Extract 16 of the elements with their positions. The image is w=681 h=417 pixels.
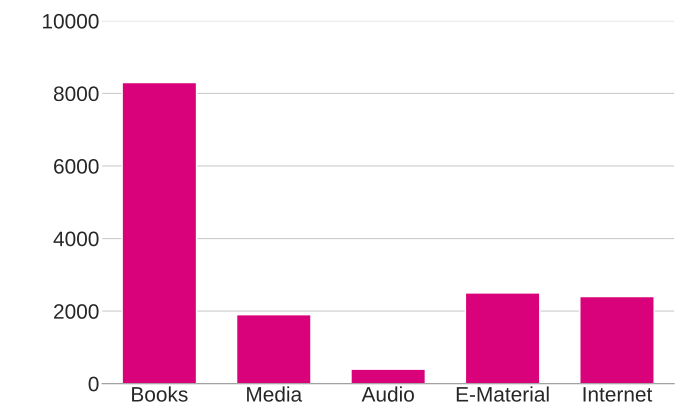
x-tick-label: Internet	[584, 387, 652, 402]
bar	[579, 296, 655, 384]
y-tick-label: 2000	[54, 304, 99, 319]
x-tick-label: E-Material	[456, 386, 549, 402]
bar	[350, 368, 426, 384]
y-tick-label: 4000	[54, 232, 99, 246]
bar	[121, 82, 198, 384]
y-tick-label: 0	[88, 376, 99, 392]
x-tick-label: Media	[247, 386, 302, 402]
y-tick-label: 8000	[54, 86, 99, 102]
x-tick-label: Audio	[362, 386, 414, 402]
x-tick-label: Books	[132, 386, 188, 402]
bar	[464, 292, 540, 384]
y-tick-label: 6000	[54, 158, 99, 174]
bar	[236, 314, 312, 384]
y-tick-label: 10000	[43, 14, 99, 29]
